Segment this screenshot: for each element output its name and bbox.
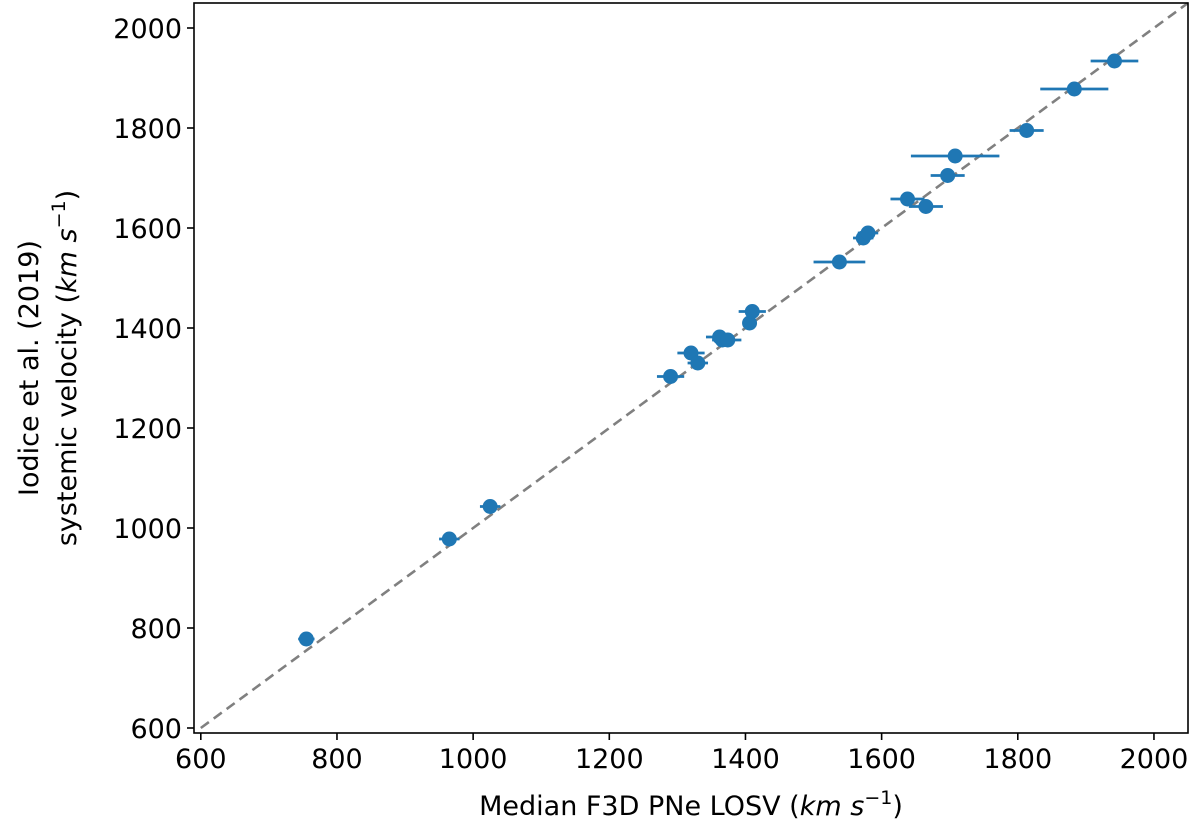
x-axis-ticks: 600 800 1000 1200 1400 1600 1800 2000	[175, 733, 1188, 775]
y-tick-label-600: 600	[130, 714, 182, 745]
data-point-9	[742, 315, 758, 331]
x-tick-label-1800: 1800	[983, 744, 1052, 775]
data-point-1	[441, 531, 457, 547]
y-axis-ticks: 600 800 1000 1200 1400 1600 1800 2000	[113, 14, 194, 745]
y-tick-label-1600: 1600	[113, 214, 182, 245]
data-point-17	[947, 148, 963, 164]
y-axis-label-line1: Iodice et al. (2019)	[14, 240, 45, 496]
y-tick-label-2000: 2000	[113, 14, 182, 45]
x-axis-label: Median F3D PNe LOSV (km s−1)	[479, 787, 903, 822]
x-tick-label-2000: 2000	[1120, 744, 1189, 775]
data-point-3	[663, 369, 679, 384]
data-point-8	[720, 332, 736, 348]
data-point-13	[860, 225, 876, 241]
plot-frame	[193, 2, 1189, 734]
data-point-5	[690, 355, 706, 371]
y-tick-label-1200: 1200	[113, 414, 182, 445]
data-point-10	[744, 304, 760, 319]
data-point-19	[1066, 81, 1082, 97]
data-point-2	[482, 499, 498, 514]
y-tick-label-1800: 1800	[113, 114, 182, 145]
x-tick-label-1400: 1400	[711, 744, 780, 775]
data-point-16	[940, 168, 956, 183]
data-point-14	[900, 191, 916, 207]
x-tick-label-800: 800	[311, 744, 363, 775]
data-point-11	[831, 254, 847, 270]
x-tick-label-1200: 1200	[575, 744, 644, 775]
x-tick-label-1000: 1000	[439, 744, 508, 775]
y-tick-label-1000: 1000	[113, 514, 182, 545]
y-tick-label-800: 800	[130, 614, 182, 645]
x-tick-label-1600: 1600	[847, 744, 916, 775]
y-axis-label-line2: systemic velocity (km s−1)	[48, 190, 83, 546]
data-point-20	[1106, 53, 1122, 69]
y-axis-label: Iodice et al. (2019) systemic velocity (…	[14, 190, 83, 546]
data-point-0	[298, 631, 314, 647]
y-tick-label-1400: 1400	[113, 314, 182, 345]
data-point-15	[918, 199, 934, 214]
data-point-18	[1019, 123, 1035, 138]
x-tick-label-600: 600	[175, 744, 227, 775]
point-layer	[298, 53, 1122, 647]
